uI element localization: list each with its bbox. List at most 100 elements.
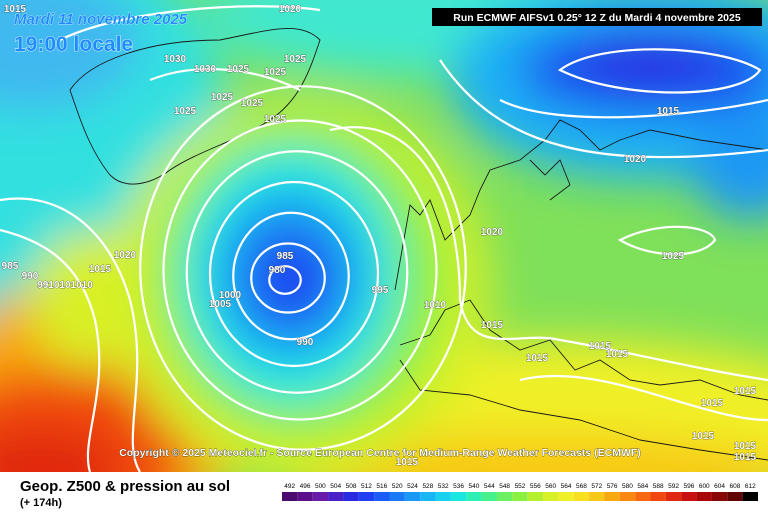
scale-label: 576 bbox=[607, 483, 618, 490]
scale-swatch bbox=[604, 492, 620, 501]
scale-label: 584 bbox=[637, 483, 648, 490]
footer-lead: (+ 174h) bbox=[20, 497, 62, 509]
scale-swatch bbox=[543, 492, 559, 501]
isobar-label: 1015 bbox=[657, 106, 680, 117]
isobar-label: 1015 bbox=[526, 353, 549, 364]
scale-swatch bbox=[742, 492, 758, 501]
isobar bbox=[139, 85, 467, 451]
scale-swatch bbox=[558, 492, 574, 501]
footer-title: Geop. Z500 & pression au sol bbox=[20, 478, 230, 495]
isobar-label: 1005 bbox=[209, 299, 232, 310]
isobar bbox=[499, 98, 768, 119]
scale-swatch bbox=[374, 492, 390, 501]
scale-label: 548 bbox=[499, 483, 510, 490]
isobar bbox=[232, 211, 350, 341]
scale-swatch bbox=[512, 492, 528, 501]
isobar bbox=[59, 5, 321, 41]
isobar-label: 1020 bbox=[279, 4, 302, 15]
scale-label: 564 bbox=[561, 483, 572, 490]
scale-swatch bbox=[681, 492, 697, 501]
isobar bbox=[149, 67, 301, 91]
isobar-label: 1030 bbox=[164, 54, 187, 65]
field-blob bbox=[580, 40, 720, 80]
isobar bbox=[162, 119, 438, 421]
isobar-label: 1025 bbox=[241, 98, 264, 109]
scale-label: 532 bbox=[438, 483, 449, 490]
isobar-label: 995 bbox=[372, 285, 389, 296]
scale-swatch bbox=[420, 492, 436, 501]
scale-swatch bbox=[635, 492, 651, 501]
isobar-label: 1015 bbox=[4, 4, 27, 15]
color-scale: 492 496 500 504 508 512 516 520 524 528 532 536 540 5… bbox=[282, 483, 758, 501]
isobar-label: 990 bbox=[297, 337, 314, 348]
isobar-label: 1015 bbox=[701, 398, 724, 409]
copyright: Copyright © 2025 Meteociel.fr - Source E… bbox=[119, 447, 641, 459]
isobar bbox=[208, 180, 380, 368]
isobar bbox=[185, 150, 409, 394]
scale-swatch bbox=[297, 492, 313, 501]
africa-coast bbox=[399, 359, 768, 461]
scale-label: 500 bbox=[315, 483, 326, 490]
greenland-coast bbox=[69, 28, 321, 185]
isobar-label: 1015 bbox=[589, 341, 612, 352]
isobar-label: 980 bbox=[269, 265, 286, 276]
isobar-label: 1015 bbox=[734, 441, 757, 452]
scale-label: 508 bbox=[346, 483, 357, 490]
scale-label: 572 bbox=[591, 483, 602, 490]
scale-label: 580 bbox=[622, 483, 633, 490]
isobar-label: 1015 bbox=[606, 349, 629, 360]
scale-swatch bbox=[696, 492, 712, 501]
scale-label: 536 bbox=[453, 483, 464, 490]
isobar-label: 1015 bbox=[396, 457, 419, 468]
isobar-label: 985 bbox=[2, 261, 19, 272]
forecast-time: 19:00 locale bbox=[14, 33, 133, 56]
scale-swatch bbox=[389, 492, 405, 501]
run-box bbox=[432, 8, 762, 26]
scale-swatch bbox=[665, 492, 682, 501]
isobar-label: 985 bbox=[277, 251, 294, 262]
europe-south-coast bbox=[399, 299, 768, 401]
field-blob bbox=[690, 100, 768, 220]
isobar-label: 1000 bbox=[219, 290, 242, 301]
scale-swatch bbox=[573, 492, 590, 501]
isobar-label: 990 bbox=[22, 271, 39, 282]
isobar-label: 1020 bbox=[114, 250, 137, 261]
europe-north-coast bbox=[394, 119, 768, 291]
isobar-label: 9910101010 bbox=[37, 280, 93, 291]
isobar-label: 1020 bbox=[624, 154, 647, 165]
scale-swatch bbox=[481, 492, 497, 501]
scale-label: 600 bbox=[699, 483, 710, 490]
scale-swatch bbox=[650, 492, 666, 501]
isobar-label: 1015 bbox=[89, 264, 112, 275]
isobars bbox=[0, 5, 768, 472]
run-info: Run ECMWF AIFSv1 0.25° 12 Z du Mardi 4 n… bbox=[453, 12, 741, 24]
scale-label: 608 bbox=[730, 483, 741, 490]
isobar-label: 1015 bbox=[481, 320, 504, 331]
scale-swatch bbox=[589, 492, 605, 501]
scale-swatch bbox=[435, 492, 451, 501]
scale-label: 492 bbox=[284, 483, 295, 490]
isobar bbox=[0, 197, 141, 472]
scale-label: 540 bbox=[469, 483, 480, 490]
isobar bbox=[557, 48, 762, 94]
scale-swatch bbox=[343, 492, 359, 501]
isobar bbox=[519, 374, 768, 422]
isobar bbox=[268, 265, 302, 295]
scale-label: 604 bbox=[714, 483, 725, 490]
scale-swatch bbox=[496, 492, 513, 501]
isobar bbox=[250, 242, 326, 314]
isobar-label: 1025 bbox=[211, 92, 234, 103]
isobar-label: 1015 bbox=[692, 431, 715, 442]
scale-swatch bbox=[358, 492, 375, 501]
forecast-date: Mardi 11 novembre 2025 bbox=[14, 11, 188, 28]
scale-label: 588 bbox=[653, 483, 664, 490]
scale-swatch bbox=[404, 492, 421, 501]
scale-swatch bbox=[527, 492, 544, 501]
scale-label: 560 bbox=[545, 483, 556, 490]
isobar-label: 1025 bbox=[662, 251, 685, 262]
field-blob bbox=[250, 233, 330, 323]
scale-label: 516 bbox=[376, 483, 387, 490]
isobar bbox=[0, 228, 101, 472]
